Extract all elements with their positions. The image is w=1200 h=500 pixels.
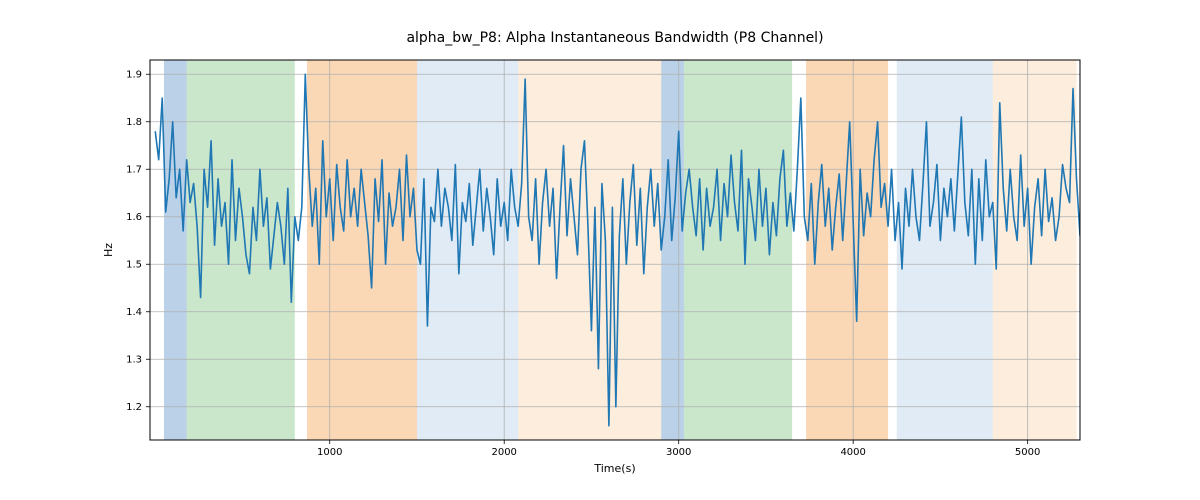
- band-7: [806, 60, 888, 440]
- ytick-label: 1.7: [126, 164, 142, 175]
- ytick-label: 1.6: [126, 212, 142, 223]
- y-axis-label: Hz: [102, 243, 115, 257]
- band-1: [187, 60, 295, 440]
- xtick-label: 1000: [317, 447, 342, 458]
- band-8: [897, 60, 993, 440]
- ytick-label: 1.9: [126, 69, 142, 80]
- xtick-label: 2000: [491, 447, 516, 458]
- xtick-label: 4000: [840, 447, 865, 458]
- band-6: [684, 60, 792, 440]
- x-axis-label: Time(s): [593, 462, 635, 475]
- chart-title: alpha_bw_P8: Alpha Instantaneous Bandwid…: [406, 30, 823, 46]
- xtick-label: 5000: [1015, 447, 1040, 458]
- ytick-label: 1.4: [126, 307, 142, 318]
- band-0: [164, 60, 187, 440]
- band-5: [661, 60, 684, 440]
- xtick-label: 3000: [666, 447, 691, 458]
- ytick-label: 1.3: [126, 354, 142, 365]
- line-chart: 1000 2000 3000 4000 5000 1.2 1.3 1.4 1.5 1.6 1.7 1.…: [0, 0, 1200, 500]
- ytick-label: 1.5: [126, 259, 142, 270]
- chart-container: 1000 2000 3000 4000 5000 1.2 1.3 1.4 1.5 1.6 1.7 1.…: [0, 0, 1200, 500]
- band-2: [307, 60, 417, 440]
- ytick-label: 1.2: [126, 402, 142, 413]
- band-3: [417, 60, 518, 440]
- ytick-label: 1.8: [126, 117, 142, 128]
- band-9: [993, 60, 1077, 440]
